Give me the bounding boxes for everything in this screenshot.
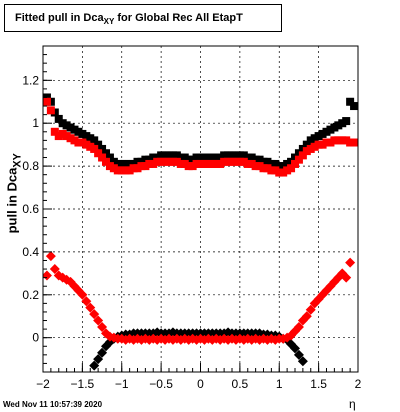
grid-lines xyxy=(43,46,358,372)
data-point-square xyxy=(302,140,311,149)
y-tick-label: 0.4 xyxy=(22,245,39,259)
data-point-square xyxy=(50,127,59,136)
x-tick-label: −1.5 xyxy=(71,377,95,391)
data-point-square xyxy=(350,102,358,111)
data-point-square xyxy=(98,153,107,162)
y-tick-label: 0.2 xyxy=(22,288,39,302)
y-axis-label-main: pull in Dca xyxy=(4,167,20,234)
data-markers xyxy=(43,93,358,371)
data-point-square xyxy=(102,157,110,166)
data-point-diamond xyxy=(93,354,104,365)
x-tick-label: 2 xyxy=(355,377,362,391)
data-point-square xyxy=(98,144,107,153)
y-tick-label: 1.2 xyxy=(22,73,39,87)
data-point-square xyxy=(94,149,103,158)
timestamp: Wed Nov 11 10:57:39 2020 xyxy=(3,400,103,409)
data-point-diamond xyxy=(345,257,356,268)
data-point-square xyxy=(291,159,299,168)
data-point-square xyxy=(46,106,55,115)
data-point-diamond xyxy=(89,309,100,320)
y-tick-label: 0.6 xyxy=(22,202,39,216)
chart-title-main: Fitted pull in Dca xyxy=(15,12,104,24)
x-tick-label: −1 xyxy=(115,377,129,391)
data-point-diamond xyxy=(49,264,60,275)
data-point-square xyxy=(90,144,99,153)
data-point-square xyxy=(105,153,114,162)
plot-frame xyxy=(42,45,359,373)
data-point-diamond xyxy=(89,360,100,371)
data-point-square xyxy=(346,97,355,106)
y-tick-label: 1 xyxy=(32,116,39,130)
y-axis-label-subscript: XY xyxy=(11,153,24,168)
data-point-diamond xyxy=(341,272,352,283)
x-tick-label: −0.5 xyxy=(149,377,173,391)
data-point-diamond xyxy=(293,349,304,360)
data-point-square xyxy=(94,140,103,149)
x-tick-label: 0 xyxy=(197,377,204,391)
data-point-diamond xyxy=(305,304,316,315)
data-point-square xyxy=(90,136,99,145)
data-point-diamond xyxy=(77,289,88,300)
data-point-square xyxy=(43,97,51,106)
data-point-square xyxy=(342,117,351,126)
y-axis-label: pull in DcaXY xyxy=(5,118,24,268)
chart-title: Fitted pull in DcaXY for Global Rec All … xyxy=(15,12,243,26)
data-point-diamond xyxy=(45,251,56,262)
data-point-diamond xyxy=(301,311,312,322)
chart-title-box: Fitted pull in DcaXY for Global Rec All … xyxy=(4,4,282,32)
y-tick-label: 0.8 xyxy=(22,159,39,173)
y-tick-label: 0 xyxy=(32,331,39,345)
data-point-square xyxy=(294,155,303,164)
data-point-diamond xyxy=(85,302,96,313)
chart-title-subscript: XY xyxy=(103,17,115,27)
data-point-diamond xyxy=(297,356,308,367)
data-point-square xyxy=(287,164,296,173)
data-point-diamond xyxy=(93,315,104,326)
data-point-diamond xyxy=(97,321,108,332)
data-point-diamond xyxy=(293,321,304,332)
chart-title-rest: for Global Rec All EtapT xyxy=(114,12,243,24)
data-point-square xyxy=(102,149,110,158)
data-point-square xyxy=(54,114,63,123)
x-tick-label: 1.5 xyxy=(310,377,327,391)
x-axis-label: η xyxy=(349,397,356,411)
y-axis-label-box: pull in DcaXY xyxy=(1,124,24,274)
data-point-square xyxy=(350,138,358,147)
x-tick-label: 0.5 xyxy=(232,377,249,391)
x-tick-label: −2 xyxy=(36,377,50,391)
data-point-diamond xyxy=(290,343,300,354)
data-point-square xyxy=(298,151,307,160)
data-point-diamond xyxy=(97,347,108,358)
x-tick-label: 1 xyxy=(276,377,283,391)
axis-ticks: −2 −1.5 −1 −0.5 0 0.5 1 1.5 2 0 0.2 0.4 0.6 0.8 1 1.2 xyxy=(22,54,362,391)
data-point-diamond xyxy=(81,296,92,307)
